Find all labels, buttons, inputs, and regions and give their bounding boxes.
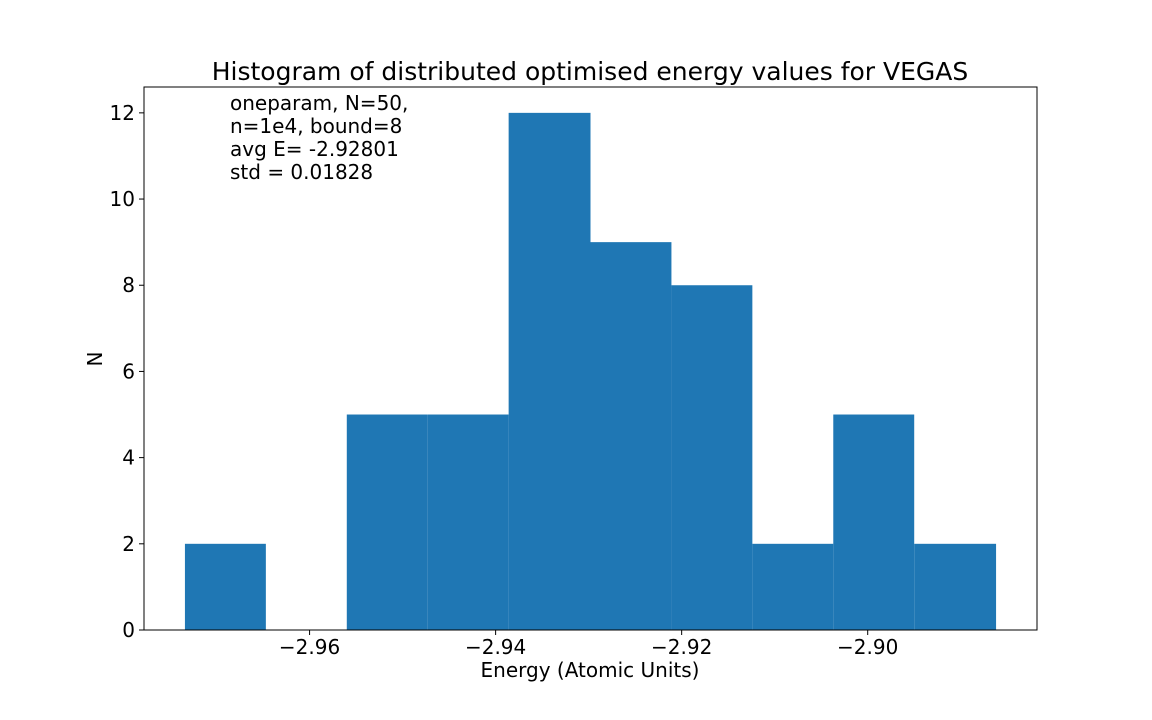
histogram-bar-8 bbox=[752, 543, 834, 630]
x-axis-label: Energy (Atomic Units) bbox=[481, 658, 700, 682]
histogram-bar-9 bbox=[833, 414, 915, 630]
y-tick-label-6: 10 bbox=[110, 187, 135, 211]
y-tick-label-3: 4 bbox=[122, 446, 135, 470]
annotation-line-3: avg E= -2.92801 bbox=[230, 137, 399, 161]
histogram-bar-4 bbox=[427, 414, 509, 630]
x-tick-label-4: −2.90 bbox=[837, 635, 898, 659]
y-axis-ticks: 0 2 4 6 8 10 12 bbox=[110, 101, 144, 642]
y-tick-label-2: 2 bbox=[122, 532, 135, 556]
histogram-bar-1 bbox=[184, 543, 266, 630]
x-axis-ticks: −2.96 −2.94 −2.92 −2.90 bbox=[279, 630, 898, 659]
histogram-bar-5 bbox=[508, 112, 591, 631]
y-tick-label-1: 0 bbox=[122, 618, 135, 642]
x-tick-label-1: −2.96 bbox=[279, 635, 340, 659]
y-tick-label-4: 6 bbox=[122, 359, 135, 383]
y-axis-label: N bbox=[83, 352, 107, 367]
annotation-line-1: oneparam, N=50, bbox=[230, 91, 408, 115]
annotation-line-2: n=1e4, bound=8 bbox=[230, 114, 402, 138]
y-tick-label-7: 12 bbox=[110, 101, 135, 125]
bars-group bbox=[184, 112, 997, 631]
stats-annotation: oneparam, N=50, n=1e4, bound=8 avg E= -2… bbox=[230, 91, 408, 184]
x-tick-label-3: −2.92 bbox=[651, 635, 712, 659]
x-tick-label-2: −2.94 bbox=[465, 635, 526, 659]
histogram-bar-3 bbox=[346, 414, 428, 630]
histogram-bar-7 bbox=[671, 285, 753, 630]
chart-title: Histogram of distributed optimised energ… bbox=[212, 57, 969, 86]
annotation-line-4: std = 0.01828 bbox=[230, 160, 373, 184]
y-tick-label-5: 8 bbox=[122, 273, 135, 297]
histogram-bar-10 bbox=[914, 543, 997, 630]
histogram-bar-6 bbox=[590, 242, 672, 630]
plot-area-frame bbox=[143, 86, 1038, 631]
